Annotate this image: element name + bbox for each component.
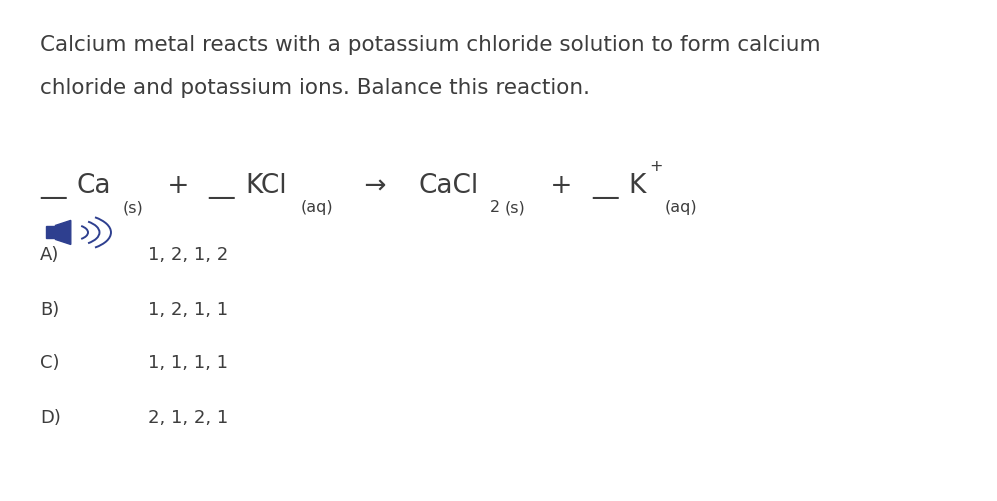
Text: B): B) bbox=[40, 301, 60, 319]
Text: A): A) bbox=[40, 245, 60, 264]
Text: __: __ bbox=[592, 173, 618, 199]
Text: 2: 2 bbox=[490, 200, 499, 215]
Text: 1, 2, 1, 1: 1, 2, 1, 1 bbox=[149, 301, 228, 319]
Text: 1, 1, 1, 1: 1, 1, 1, 1 bbox=[149, 353, 228, 371]
Text: 2, 1, 2, 1: 2, 1, 2, 1 bbox=[149, 408, 228, 426]
Text: (s): (s) bbox=[123, 200, 144, 215]
Text: (aq): (aq) bbox=[300, 200, 333, 215]
Text: D): D) bbox=[40, 408, 61, 426]
Text: __: __ bbox=[40, 173, 67, 199]
Text: +: + bbox=[649, 158, 663, 173]
Text: 1, 2, 1, 2: 1, 2, 1, 2 bbox=[149, 245, 228, 264]
Text: Calcium metal reacts with a potassium chloride solution to form calcium: Calcium metal reacts with a potassium ch… bbox=[40, 35, 821, 55]
Text: (s): (s) bbox=[504, 200, 524, 215]
Text: +: + bbox=[159, 173, 197, 199]
Text: chloride and potassium ions. Balance this reaction.: chloride and potassium ions. Balance thi… bbox=[40, 78, 590, 98]
Text: C): C) bbox=[40, 353, 60, 371]
Text: __: __ bbox=[208, 173, 235, 199]
Text: (aq): (aq) bbox=[665, 200, 698, 215]
Polygon shape bbox=[56, 221, 71, 245]
FancyBboxPatch shape bbox=[46, 226, 56, 239]
Text: →: → bbox=[356, 173, 395, 199]
Text: CaCl: CaCl bbox=[418, 173, 479, 199]
Text: Ca: Ca bbox=[77, 173, 111, 199]
Text: KCl: KCl bbox=[245, 173, 286, 199]
Text: K: K bbox=[628, 173, 646, 199]
Text: +: + bbox=[542, 173, 581, 199]
